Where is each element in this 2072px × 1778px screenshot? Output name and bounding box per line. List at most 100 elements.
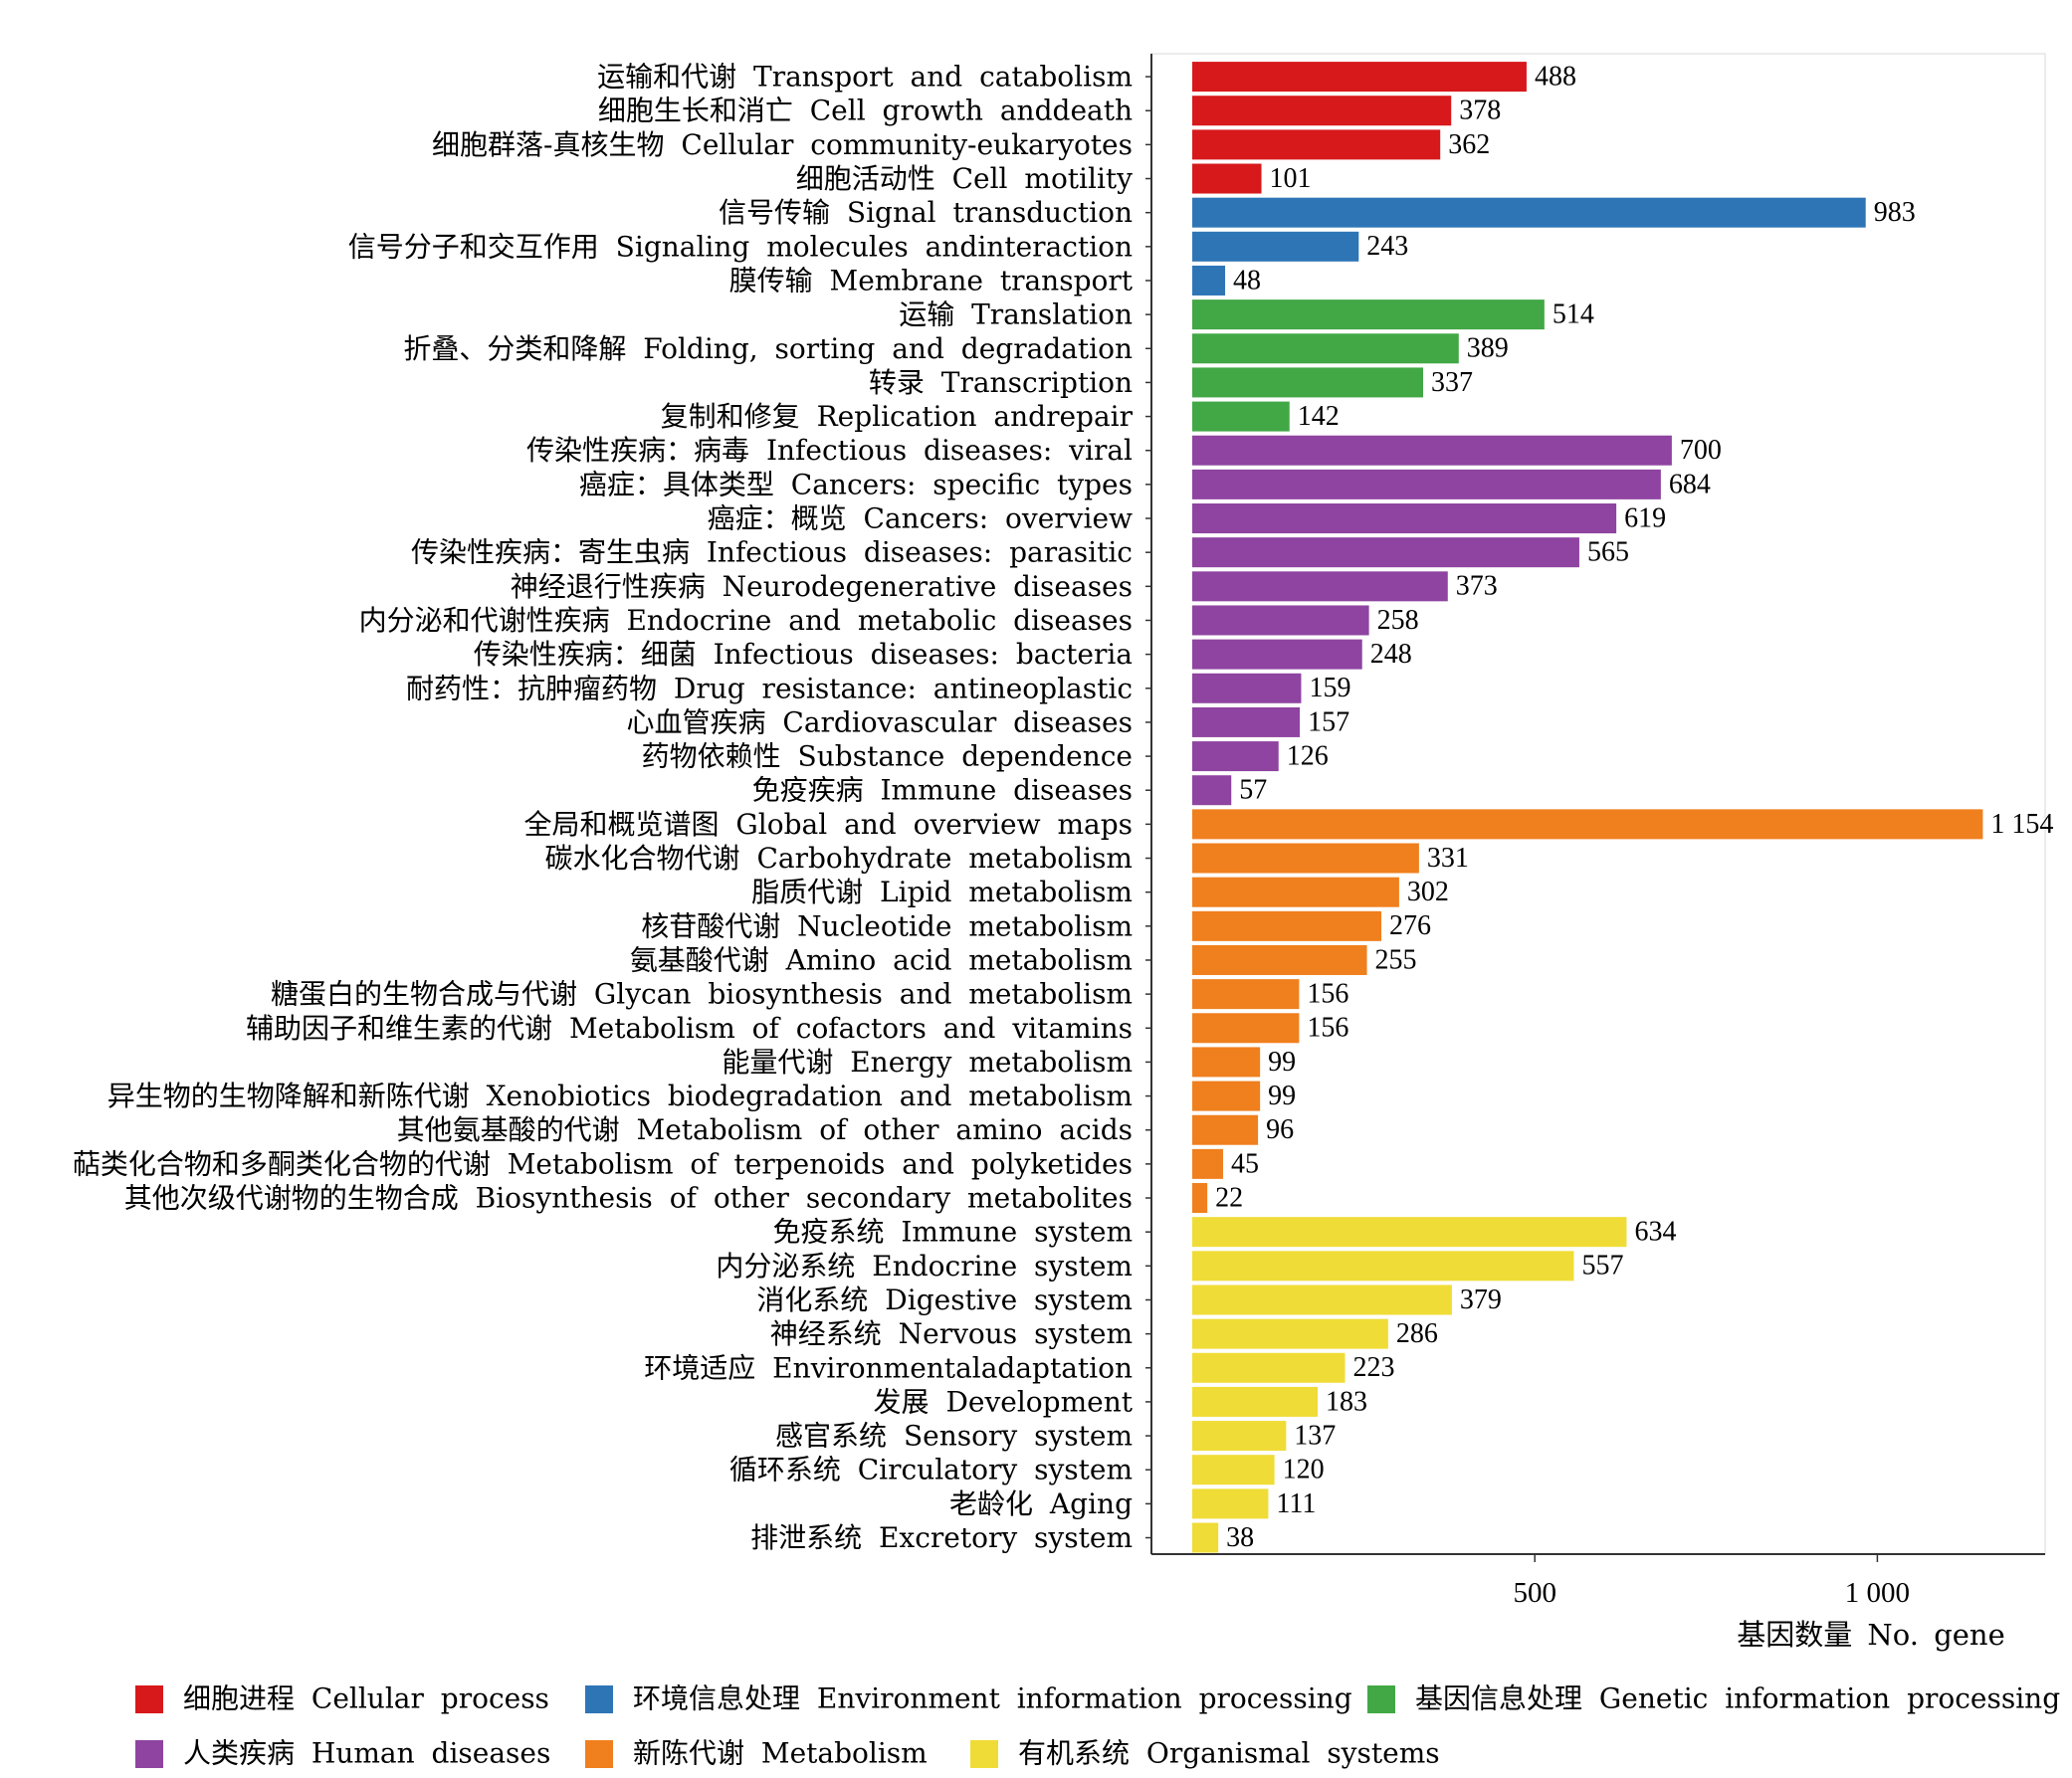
category-label: 糖蛋白的生物合成与代谢 Glycan biosynthesis and meta… xyxy=(271,978,1133,1011)
category-label: 折叠、分类和降解 Folding, sorting and degradatio… xyxy=(403,332,1133,365)
value-label: 183 xyxy=(1326,1386,1367,1417)
value-label: 22 xyxy=(1215,1182,1243,1213)
category-label: 信号传输 Signal transduction xyxy=(719,196,1133,229)
category-label: 脂质代谢 Lipid metabolism xyxy=(751,876,1133,908)
category-label: 异生物的生物降解和新陈代谢 Xenobiotics biodegradation… xyxy=(107,1080,1133,1112)
bar xyxy=(1192,401,1290,432)
category-label: 信号分子和交互作用 Signaling molecules andinterac… xyxy=(348,230,1133,263)
bar xyxy=(1192,639,1362,670)
bar xyxy=(1192,96,1452,126)
category-label: 免疫系统 Immune system xyxy=(772,1216,1133,1249)
value-label: 684 xyxy=(1669,469,1711,499)
bar xyxy=(1192,1352,1346,1383)
value-label: 700 xyxy=(1680,435,1722,466)
category-label: 老龄化 Aging xyxy=(949,1487,1133,1520)
bar xyxy=(1192,775,1232,806)
category-label: 核苷酸代谢 Nucleotide metabolism xyxy=(641,909,1133,942)
category-label: 免疫疾病 Immune diseases xyxy=(752,774,1133,807)
bar xyxy=(1192,1047,1261,1078)
category-label: 传染性疾病：细菌 Infectious diseases: bacteria xyxy=(474,638,1133,671)
bar xyxy=(1192,265,1226,296)
value-label: 120 xyxy=(1283,1455,1325,1485)
bar xyxy=(1192,197,1866,228)
value-label: 331 xyxy=(1427,843,1469,874)
value-label: 156 xyxy=(1307,979,1348,1010)
category-label: 传染性疾病：寄生虫病 Infectious diseases: parasiti… xyxy=(411,536,1133,569)
bar xyxy=(1192,299,1545,330)
value-label: 619 xyxy=(1624,502,1666,533)
bar xyxy=(1192,1183,1208,1214)
value-label: 1 154 xyxy=(1990,809,2053,840)
value-label: 373 xyxy=(1456,571,1498,602)
value-label: 223 xyxy=(1353,1352,1395,1383)
category-label: 膜传输 Membrane transport xyxy=(729,264,1134,296)
category-label: 环境适应 Environmentaladaptation xyxy=(644,1351,1133,1384)
category-label: 复制和修复 Replication andrepair xyxy=(661,400,1134,433)
category-label: 癌症：概览 Cancers: overview xyxy=(708,502,1133,535)
chart-axes xyxy=(1145,53,2046,1555)
value-label: 362 xyxy=(1448,129,1490,160)
bar xyxy=(1192,1421,1287,1452)
x-tick-label: 500 xyxy=(1513,1577,1556,1609)
legend-swatch xyxy=(1367,1685,1395,1713)
category-label: 循环系统 Circulatory system xyxy=(729,1454,1133,1486)
category-label: 耐药性：抗肿瘤药物 Drug resistance: antineoplasti… xyxy=(406,672,1133,704)
value-label: 99 xyxy=(1268,1081,1296,1111)
bar xyxy=(1192,706,1301,737)
bar xyxy=(1192,129,1441,160)
category-label: 内分泌系统 Endocrine system xyxy=(716,1250,1133,1283)
category-label: 癌症：具体类型 Cancers: specific types xyxy=(579,468,1133,500)
category-label: 全局和概览谱图 Global and overview maps xyxy=(524,808,1133,841)
legend-label: 基因信息处理 Genetic information processing xyxy=(1415,1682,2060,1715)
legend-swatch xyxy=(585,1740,613,1768)
bar xyxy=(1192,1114,1259,1145)
category-label: 辅助因子和维生素的代谢 Metabolism of cofactors and … xyxy=(246,1012,1133,1045)
value-label: 99 xyxy=(1268,1047,1296,1078)
category-label: 转录 Transcription xyxy=(869,366,1133,399)
category-label: 消化系统 Digestive system xyxy=(756,1284,1133,1316)
bar xyxy=(1192,163,1262,194)
bar xyxy=(1192,1386,1318,1417)
value-label: 379 xyxy=(1460,1284,1502,1315)
value-label: 258 xyxy=(1377,605,1419,636)
category-label: 运输 Translation xyxy=(899,298,1133,331)
legend-swatch xyxy=(585,1685,613,1713)
value-label: 248 xyxy=(1370,639,1412,670)
category-label: 萜类化合物和多酮类化合物的代谢 Metabolism of terpenoids… xyxy=(73,1147,1133,1180)
value-label: 243 xyxy=(1366,231,1408,262)
value-label: 38 xyxy=(1226,1522,1254,1553)
bar xyxy=(1192,1455,1275,1485)
bar xyxy=(1192,1522,1219,1553)
bar xyxy=(1192,910,1381,941)
value-label: 255 xyxy=(1375,944,1417,975)
bar xyxy=(1192,1284,1452,1315)
legend-label: 新陈代谢 Metabolism xyxy=(633,1737,928,1770)
category-label: 发展 Development xyxy=(874,1385,1134,1418)
category-label: 排泄系统 Excretory system xyxy=(750,1521,1133,1554)
x-axis-title: 基因数量 No. gene xyxy=(1737,1618,2005,1652)
value-label: 137 xyxy=(1294,1420,1336,1451)
value-label: 142 xyxy=(1298,401,1340,432)
value-label: 96 xyxy=(1266,1114,1294,1145)
value-label: 302 xyxy=(1407,877,1449,907)
legend: 细胞进程 Cellular process 环境信息处理 Environment … xyxy=(135,1682,2060,1770)
value-label: 514 xyxy=(1553,299,1594,330)
bar xyxy=(1192,62,1527,93)
value-label: 337 xyxy=(1431,367,1473,398)
bar xyxy=(1192,571,1448,602)
value-label: 159 xyxy=(1309,673,1350,703)
category-label: 传染性疾病：病毒 Infectious diseases: viral xyxy=(526,434,1133,467)
bar xyxy=(1192,1251,1574,1282)
bar xyxy=(1192,877,1399,907)
bar xyxy=(1192,1013,1300,1044)
value-label: 101 xyxy=(1270,163,1312,194)
value-label: 378 xyxy=(1459,96,1501,126)
legend-swatch xyxy=(135,1740,163,1768)
legend-label: 环境信息处理 Environment information processin… xyxy=(633,1682,1352,1715)
bar xyxy=(1192,1318,1388,1349)
value-label: 57 xyxy=(1239,775,1267,806)
bar xyxy=(1192,367,1423,398)
